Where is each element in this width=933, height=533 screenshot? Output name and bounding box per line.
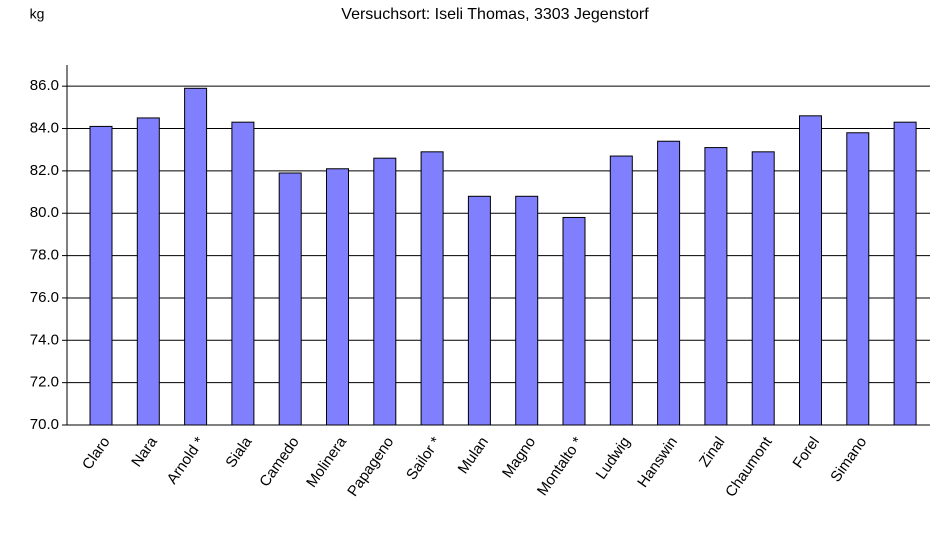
y-tick-label: 76.0 [30,289,59,306]
x-tick-label: Simano [827,434,870,485]
y-tick-label: 74.0 [30,331,59,348]
bar [893,121,917,426]
x-tick-label: Hanswin [634,434,681,491]
bar [657,140,681,426]
bar [373,157,397,426]
bar [326,168,349,426]
bar [420,151,444,426]
x-tick-label: Forel [789,434,823,472]
x-tick-label: Papageno [344,434,397,500]
y-tick-label: 70.0 [30,416,59,433]
chart-subtitle: Versuchsort: Iseli Thomas, 3303 Jegensto… [341,6,649,23]
x-tick-label: Magno [499,434,539,481]
y-tick-label: 84.0 [30,119,59,136]
bar [515,195,539,426]
bar [751,151,775,426]
y-tick-label: 82.0 [30,162,59,179]
bar [704,147,728,426]
y-tick-label: 86.0 [30,77,59,94]
bar [562,216,586,426]
bar [184,87,208,426]
x-tick-label: Siala [222,433,255,471]
y-tick-label: 78.0 [30,247,59,264]
x-tick-label: Chaumont [722,433,776,500]
x-tick-label: Claro [79,434,113,473]
bar [467,195,491,426]
x-tick-label: Sailor * [403,434,445,483]
bar [136,117,160,426]
x-tick-label: Montalto * [534,434,587,499]
x-tick-label: Molinera [303,433,350,490]
bar [846,132,870,426]
bar [609,155,633,426]
bar [278,172,302,426]
x-tick-label: Arnold * [164,434,209,488]
bar [799,115,822,426]
bar [89,125,113,426]
x-tick-label: Nara [128,433,161,470]
bar [231,121,255,426]
y-tick-label: 80.0 [30,204,59,221]
y-axis-label: kg [30,6,45,22]
x-tick-label: Zinal [696,434,729,470]
x-tick-label: Mulan [455,434,492,477]
x-tick-label: Camedo [256,434,302,490]
x-tick-label: Ludwig [593,434,634,483]
y-tick-label: 72.0 [30,374,59,391]
